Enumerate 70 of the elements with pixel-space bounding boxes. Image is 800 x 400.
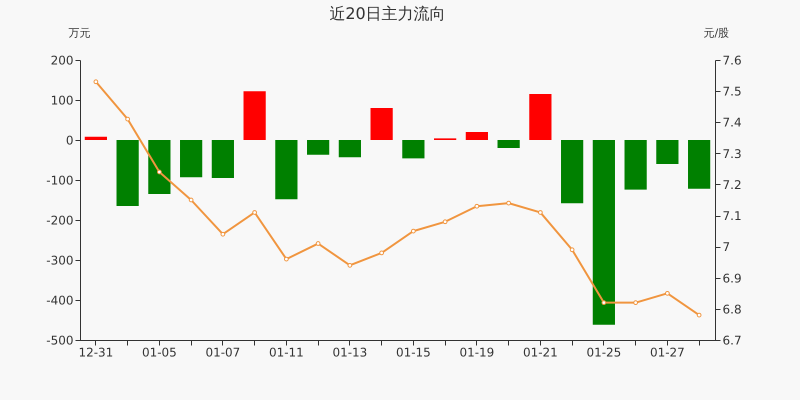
bar	[244, 91, 266, 140]
bar	[275, 140, 298, 200]
y2-tick-label: 7.6	[722, 54, 742, 68]
y-tick-label: 100	[50, 94, 74, 108]
bar	[466, 132, 488, 140]
y-tick-label: -300	[46, 254, 74, 268]
x-tick-label: 01-05	[142, 346, 177, 360]
y2-tick-label: 7.2	[722, 178, 742, 192]
bar	[498, 140, 520, 148]
x-tick-label: 01-13	[332, 346, 368, 360]
x-tick-label: 01-07	[205, 346, 240, 360]
y2-tick-label: 6.9	[722, 271, 742, 286]
point	[665, 290, 670, 296]
y2-tick-label: 7.5	[722, 84, 742, 99]
bar	[307, 140, 330, 155]
point	[316, 241, 320, 246]
point	[188, 198, 194, 202]
x-tick-label: 01-27	[650, 346, 685, 360]
point	[157, 170, 162, 174]
point	[506, 200, 511, 206]
bar	[180, 140, 202, 178]
bar	[688, 140, 710, 189]
y-tick-label: -100	[46, 174, 74, 188]
y-tick-label: -500	[46, 334, 74, 348]
x-tick-label: 01-11	[268, 346, 304, 360]
bar	[116, 140, 139, 206]
point	[602, 300, 606, 306]
x-tick-label: 01-21	[522, 346, 558, 360]
y2-tick-label: 6.7	[722, 334, 742, 348]
y2-axis-title: 元/股	[704, 26, 730, 40]
point	[348, 262, 352, 268]
x-tick-label: 01-19	[459, 346, 494, 360]
point	[442, 219, 448, 224]
bar	[656, 140, 678, 164]
point	[94, 79, 98, 84]
bar	[529, 94, 552, 140]
x-tick-label: 01-25	[586, 346, 622, 360]
point	[252, 210, 257, 215]
y2-tick-label: 7.4	[722, 116, 742, 130]
point	[220, 232, 226, 237]
y-tick-label: 0	[66, 134, 74, 148]
x-tick-label: 12-31	[78, 346, 114, 360]
y2-tick-label: 7.1	[722, 209, 742, 224]
x-tick-label: 01-15	[396, 346, 431, 360]
y2-tick-label: 7.3	[722, 146, 742, 161]
y-tick-label: -400	[46, 294, 74, 308]
y2-tick-label: 6.8	[722, 302, 742, 316]
point	[125, 116, 130, 122]
chart-title: 近20日主力流向	[329, 4, 446, 23]
y-axis-title: 万元	[68, 26, 90, 40]
point	[411, 228, 416, 234]
y-tick-label: -200	[46, 214, 74, 228]
bar	[84, 136, 107, 140]
bar	[212, 140, 234, 178]
y-tick-label: 200	[50, 54, 74, 68]
point	[538, 210, 543, 215]
bar	[148, 140, 170, 194]
point	[696, 312, 702, 318]
bar	[592, 140, 615, 325]
point	[633, 300, 638, 306]
point	[284, 256, 289, 262]
point	[570, 247, 574, 252]
bar	[402, 140, 424, 158]
y2-tick-label: 7	[722, 240, 730, 254]
bar	[338, 140, 361, 158]
bar	[624, 140, 647, 190]
bar	[370, 108, 393, 140]
point	[379, 250, 384, 256]
bar	[561, 140, 584, 204]
point	[474, 204, 480, 209]
